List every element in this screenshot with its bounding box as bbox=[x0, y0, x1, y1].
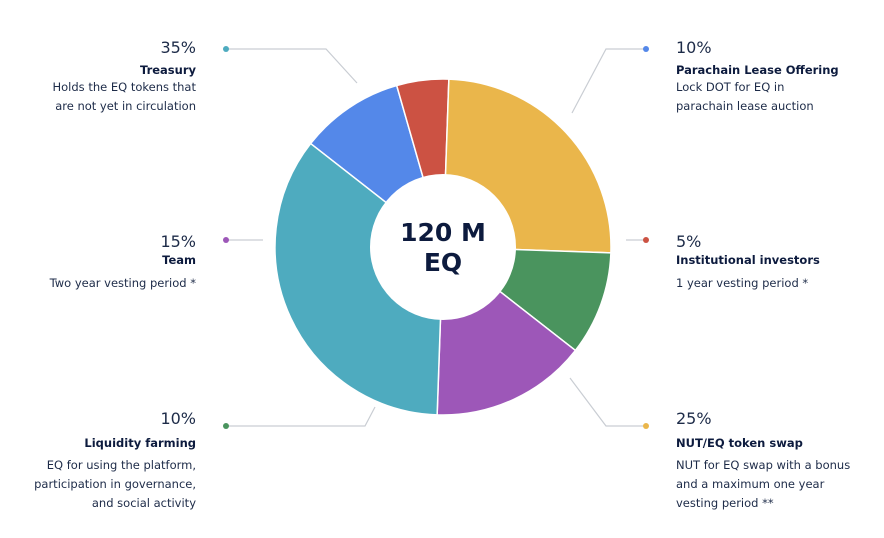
leader-line-treasury bbox=[226, 48, 358, 84]
center-total-label: 120 M EQ bbox=[368, 218, 518, 278]
label-institutional-desc-1: 1 year vesting period * bbox=[676, 276, 809, 290]
label-treasury-desc-2: are not yet in circulation bbox=[55, 99, 196, 113]
label-team-pct: 15% bbox=[160, 232, 196, 251]
label-institutional-name: Institutional investors bbox=[676, 253, 820, 267]
label-team: 15% Team Two year vesting period * bbox=[50, 232, 196, 293]
leader-line-liquidity bbox=[226, 406, 376, 427]
label-swap: 25% NUT/EQ token swap NUT for EQ swap wi… bbox=[676, 409, 850, 513]
leader-line-swap bbox=[569, 377, 646, 427]
label-swap-desc-1: NUT for EQ swap with a bonus bbox=[676, 458, 851, 472]
center-total-unit: EQ bbox=[423, 248, 463, 277]
label-institutional: 5% Institutional investors 1 year vestin… bbox=[676, 232, 820, 293]
label-treasury-pct: 35% bbox=[160, 38, 196, 57]
label-parachain: 10% Parachain Lease Offering Lock DOT fo… bbox=[676, 38, 839, 116]
leader-dot-parachain bbox=[643, 46, 649, 52]
label-parachain-desc-2: parachain lease auction bbox=[676, 99, 814, 113]
label-parachain-name: Parachain Lease Offering bbox=[676, 63, 839, 77]
leader-lines bbox=[223, 46, 649, 429]
label-liquidity-desc-2: participation in governance, bbox=[34, 477, 196, 491]
leader-line-parachain bbox=[571, 48, 646, 114]
label-liquidity: 10% Liquidity farming EQ for using the p… bbox=[34, 409, 196, 513]
label-liquidity-desc-3: and social activity bbox=[91, 496, 196, 510]
label-swap-pct: 25% bbox=[676, 409, 712, 428]
label-liquidity-desc-1: EQ for using the platform, bbox=[46, 458, 196, 472]
leader-dot-institutional bbox=[643, 237, 649, 243]
label-team-name: Team bbox=[162, 253, 196, 267]
label-treasury: 35% Treasury Holds the EQ tokens that ar… bbox=[53, 38, 197, 116]
label-treasury-name: Treasury bbox=[139, 63, 196, 77]
leader-dot-liquidity bbox=[223, 423, 229, 429]
donut-hole bbox=[370, 174, 516, 320]
label-institutional-pct: 5% bbox=[676, 232, 702, 251]
label-liquidity-pct: 10% bbox=[160, 409, 196, 428]
center-total-value: 120 M bbox=[400, 218, 486, 247]
label-swap-name: NUT/EQ token swap bbox=[676, 436, 803, 450]
label-swap-desc-2: and a maximum one year bbox=[676, 477, 825, 491]
leader-dot-team bbox=[223, 237, 229, 243]
label-parachain-pct: 10% bbox=[676, 38, 712, 57]
label-team-desc-1: Two year vesting period * bbox=[49, 276, 196, 290]
leader-dot-swap bbox=[643, 423, 649, 429]
label-treasury-desc-1: Holds the EQ tokens that bbox=[52, 80, 197, 94]
label-liquidity-name: Liquidity farming bbox=[84, 436, 196, 450]
slice-treasury bbox=[274, 142, 444, 416]
label-swap-desc-3: vesting period ** bbox=[676, 496, 774, 510]
leader-dot-treasury bbox=[223, 46, 229, 52]
label-parachain-desc-1: Lock DOT for EQ in bbox=[676, 80, 785, 94]
